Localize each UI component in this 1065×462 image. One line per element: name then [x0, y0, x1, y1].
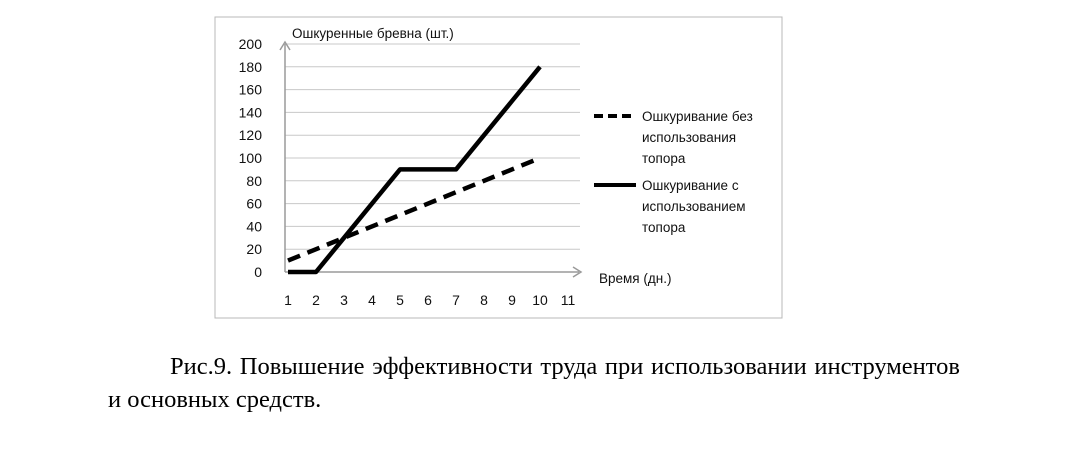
y-tick-label: 100: [239, 150, 263, 166]
y-tick-label: 20: [246, 241, 262, 257]
legend: Ошкуривание без использования топора Ошкури…: [594, 109, 753, 235]
x-tick-labels: 1 2 3 4 5 6 7 8 9 10 11: [284, 292, 575, 308]
y-tick-label: 120: [239, 127, 263, 143]
series-line-without-axe: [287, 155, 541, 263]
x-tick-label: 4: [368, 292, 376, 308]
x-axis-title: Время (дн.): [599, 271, 671, 286]
x-tick-label: 3: [340, 292, 348, 308]
y-tick-labels: 0 20 40 60 80 100 120 140 160 180 200: [239, 36, 263, 280]
series-line-with-axe: [288, 65, 542, 275]
legend-label: использованием: [642, 199, 746, 214]
axes: [279, 40, 583, 278]
y-tick-label: 60: [246, 196, 262, 212]
x-tick-label: 8: [480, 292, 488, 308]
y-tick-label: 40: [246, 218, 262, 234]
series-lines: [287, 65, 542, 275]
y-tick-label: 180: [239, 59, 263, 75]
y-axis-arrow: [279, 40, 291, 51]
x-tick-label: 5: [396, 292, 404, 308]
x-tick-label: 1: [284, 292, 292, 308]
y-tick-label: 80: [246, 173, 262, 189]
y-tick-label: 200: [239, 36, 263, 52]
y-tick-label: 0: [254, 264, 262, 280]
legend-label: Ошкуривание без: [642, 109, 753, 124]
legend-label: топора: [642, 220, 686, 235]
figure-caption: Рис.9. Повышение эффективности труда при…: [108, 353, 960, 413]
legend-label: топора: [642, 151, 686, 166]
x-tick-label: 10: [532, 292, 548, 308]
x-tick-label: 7: [452, 292, 460, 308]
legend-label: использования: [642, 130, 736, 145]
x-tick-label: 6: [424, 292, 432, 308]
y-tick-label: 160: [239, 82, 263, 98]
legend-label: Ошкуривание с: [642, 178, 739, 193]
y-tick-label: 140: [239, 104, 263, 120]
x-tick-label: 11: [561, 292, 576, 308]
y-axis-title: Ошкуренные бревна (шт.): [292, 26, 454, 41]
x-tick-label: 9: [508, 292, 516, 308]
x-axis-arrow: [572, 266, 583, 278]
x-tick-label: 2: [312, 292, 320, 308]
